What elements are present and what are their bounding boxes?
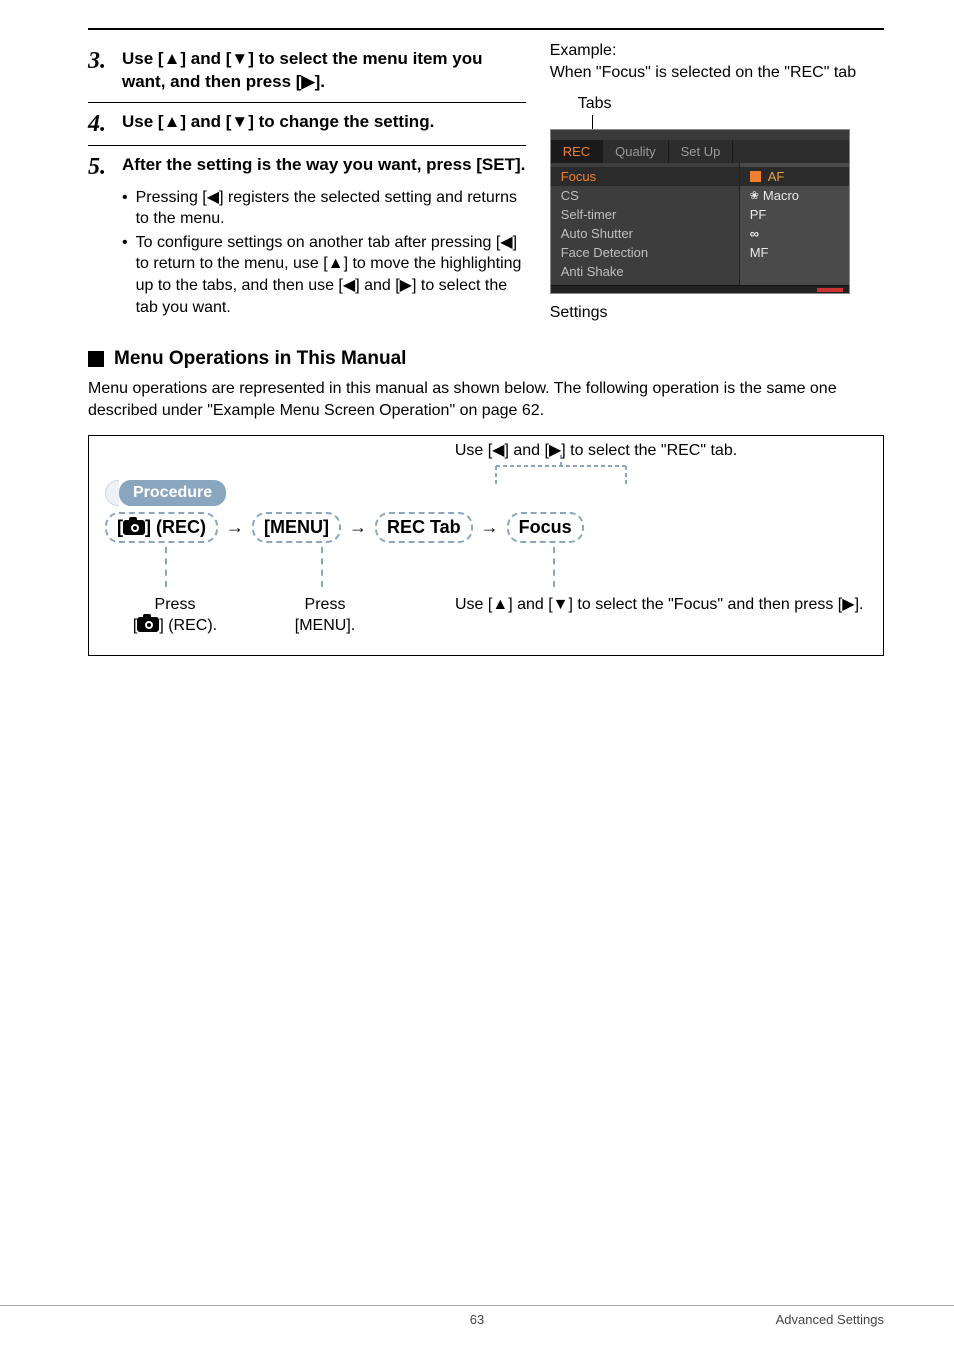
t: Use [ bbox=[122, 49, 164, 68]
proc-caption-3: Use [▲] and [▼] to select the "Focus" an… bbox=[405, 595, 867, 637]
t: ]. bbox=[855, 596, 864, 613]
t: ] to select the "REC" tab. bbox=[561, 442, 737, 459]
settings-callout-label: Settings bbox=[550, 304, 884, 322]
step-4-text: Use [▲] and [▼] to change the setting. bbox=[122, 111, 434, 134]
t: Use [ bbox=[122, 112, 164, 131]
step-3-number: 3. bbox=[88, 48, 114, 74]
tabs-callout-label: Tabs bbox=[578, 95, 884, 113]
badge-decor bbox=[105, 480, 119, 506]
menu-item-focus: Focus bbox=[551, 167, 739, 186]
up-triangle-icon: ▲ bbox=[328, 253, 344, 275]
t: Macro bbox=[763, 188, 799, 203]
callout-line bbox=[592, 115, 884, 129]
step-3-text: Use [▲] and [▼] to select the menu item … bbox=[122, 48, 526, 94]
macro-flower-icon: ❀ bbox=[750, 189, 759, 202]
up-triangle-icon: ▲ bbox=[164, 111, 181, 134]
menu-item-antishake: Anti Shake bbox=[551, 262, 739, 281]
right-triangle-icon: ▶ bbox=[400, 275, 412, 297]
infinity-icon: ∞ bbox=[750, 226, 759, 241]
menu-screenshot: REC Quality Set Up Focus CS Self-timer A… bbox=[550, 129, 850, 294]
t: ] and [ bbox=[180, 49, 231, 68]
t: ] to change the setting. bbox=[248, 112, 434, 131]
down-triangle-icon: ▼ bbox=[231, 111, 248, 134]
arrow-icon: → bbox=[226, 517, 244, 538]
t: ]. bbox=[315, 72, 325, 91]
footer-section: Advanced Settings bbox=[776, 1312, 884, 1327]
t: ] and [ bbox=[180, 112, 231, 131]
example-caption: Example: When "Focus" is selected on the… bbox=[550, 40, 884, 83]
t: Use [ bbox=[455, 442, 492, 459]
flow-node-rectab: REC Tab bbox=[375, 512, 473, 543]
proc-caption-2: Press [MENU]. bbox=[245, 595, 405, 637]
t: To configure settings on another tab aft… bbox=[136, 234, 501, 251]
connector-line bbox=[553, 547, 555, 587]
menu-item-autoshutter: Auto Shutter bbox=[551, 224, 739, 243]
left-triangle-icon: ◀ bbox=[492, 442, 504, 459]
section-heading: Menu Operations in This Manual bbox=[114, 348, 406, 370]
connector-line bbox=[321, 547, 323, 587]
down-triangle-icon: ▼ bbox=[553, 596, 569, 613]
arrow-icon: → bbox=[349, 517, 367, 538]
step-5-bullet-1: • Pressing [◀] registers the selected se… bbox=[122, 187, 526, 230]
camera-icon bbox=[123, 520, 145, 535]
procedure-badge: Procedure bbox=[119, 480, 226, 506]
down-triangle-icon: ▼ bbox=[231, 48, 248, 71]
flow-node-menu: [MENU] bbox=[252, 512, 341, 543]
proc-caption-1: Press [] (REC). bbox=[105, 595, 245, 637]
t: Use [ bbox=[455, 596, 492, 613]
arrow-icon: → bbox=[481, 517, 499, 538]
flow-node-rec: [] (REC) bbox=[105, 512, 218, 543]
t: [MENU]. bbox=[295, 617, 355, 634]
section-square-icon bbox=[88, 351, 104, 367]
tab-setup: Set Up bbox=[669, 140, 734, 163]
right-triangle-icon: ▶ bbox=[301, 71, 314, 94]
bullet-icon: • bbox=[122, 232, 128, 318]
menu-option-infinity: ∞ bbox=[740, 224, 849, 243]
t: ] to select the "Focus" and then press [ bbox=[569, 596, 843, 613]
t: AF bbox=[768, 169, 785, 184]
t: ] and [ bbox=[504, 442, 548, 459]
t: When "Focus" is selected on the "REC" ta… bbox=[550, 64, 856, 81]
right-triangle-icon: ▶ bbox=[842, 596, 854, 613]
tab-quality: Quality bbox=[603, 140, 668, 163]
right-triangle-icon: ▶ bbox=[549, 442, 561, 459]
t: Pressing [ bbox=[136, 189, 207, 206]
menu-item-selftimer: Self-timer bbox=[551, 205, 739, 224]
t: ] (REC) bbox=[145, 517, 206, 537]
t: Press bbox=[155, 596, 196, 613]
menu-item-facedetection: Face Detection bbox=[551, 243, 739, 262]
menu-option-pf: PF bbox=[740, 205, 849, 224]
menu-option-mf: MF bbox=[740, 243, 849, 262]
t: Example: bbox=[550, 42, 617, 59]
menu-item-cs: CS bbox=[551, 186, 739, 205]
page-number: 63 bbox=[470, 1312, 484, 1327]
section-paragraph: Menu operations are represented in this … bbox=[88, 378, 884, 421]
left-triangle-icon: ◀ bbox=[343, 275, 355, 297]
t: ] and [ bbox=[508, 596, 552, 613]
menu-option-macro: ❀ Macro bbox=[740, 186, 849, 205]
step-4-number: 4. bbox=[88, 111, 114, 137]
t: Press bbox=[305, 596, 346, 613]
step-5-title: After the setting is the way you want, p… bbox=[122, 154, 525, 177]
bullet-icon: • bbox=[122, 187, 128, 230]
left-triangle-icon: ◀ bbox=[207, 187, 219, 209]
proc-top-note: Use [◀] and [▶] to select the "REC" tab. bbox=[325, 440, 867, 460]
step-5-bullet-2: • To configure settings on another tab a… bbox=[122, 232, 526, 318]
left-triangle-icon: ◀ bbox=[500, 232, 512, 254]
up-triangle-icon: ▲ bbox=[164, 48, 181, 71]
flow-node-focus: Focus bbox=[507, 512, 584, 543]
selection-marker-icon bbox=[750, 171, 761, 182]
t: ] and [ bbox=[355, 277, 399, 294]
step-5-number: 5. bbox=[88, 154, 114, 180]
t: ] (REC). bbox=[159, 617, 217, 634]
up-triangle-icon: ▲ bbox=[492, 596, 508, 613]
connector-line bbox=[165, 547, 167, 587]
procedure-diagram: Use [◀] and [▶] to select the "REC" tab.… bbox=[88, 435, 884, 656]
menu-option-af: AF bbox=[740, 167, 849, 186]
camera-icon bbox=[137, 617, 159, 632]
tab-rec: REC bbox=[551, 140, 603, 163]
